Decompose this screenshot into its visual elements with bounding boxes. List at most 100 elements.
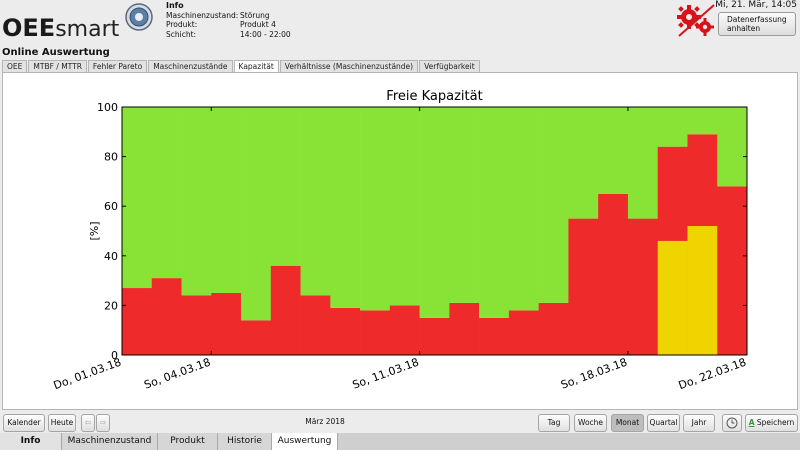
bar-green: [538, 107, 569, 303]
save-label: Speichern: [756, 418, 795, 427]
tab-produkt[interactable]: Produkt: [158, 433, 218, 450]
info-key: Schicht:: [166, 29, 197, 39]
bar-red: [449, 302, 480, 355]
subtab-oee[interactable]: OEE: [2, 60, 28, 72]
calendar-button[interactable]: Kalender: [3, 414, 45, 432]
info-title: Info: [166, 1, 184, 10]
bar-green: [508, 107, 539, 311]
capacity-chart: 0 20 40 60 80 100 Do, 01.03.18 So, 04.03.18 So, …: [52, 89, 748, 393]
bar-green: [598, 107, 629, 194]
save-button[interactable]: A Speichern: [745, 414, 798, 432]
bar-green: [122, 107, 153, 289]
today-button[interactable]: Heute: [48, 414, 76, 432]
oee-smart-logo: OEEsmart: [2, 14, 119, 42]
bar-red: [122, 288, 153, 355]
period-month-button[interactable]: Monat: [611, 414, 644, 432]
chart-title: Freie Kapazität: [386, 89, 482, 104]
y-tick-label: 20: [104, 299, 118, 312]
bar-red: [538, 302, 569, 355]
y-tick-label: 0: [111, 349, 118, 362]
bar-green: [151, 107, 182, 279]
info-row: Schicht: 14:00 - 22:00: [166, 30, 291, 40]
period-quarter-button[interactable]: Quartal: [647, 414, 680, 432]
info-value: 14:00 - 22:00: [240, 29, 291, 39]
bar-green: [241, 107, 272, 321]
analysis-subtabs: OEE MTBF / MTTR Fehler Pareto Maschinenz…: [2, 60, 481, 72]
bar-green: [657, 107, 688, 147]
y-tick-label: 60: [104, 200, 118, 213]
bar-red: [270, 265, 301, 355]
period-year-button[interactable]: Jahr: [683, 414, 715, 432]
subtab-kapazitaet[interactable]: Kapazität: [233, 60, 279, 72]
bar-green: [300, 107, 331, 296]
y-tick-label: 80: [104, 151, 118, 164]
x-tick-label: Do, 01.03.18: [52, 356, 123, 393]
bar-red: [211, 293, 242, 355]
bar-red: [330, 307, 361, 355]
bar-red: [389, 305, 420, 355]
bar-red: [598, 193, 629, 355]
bar-red: [627, 218, 659, 355]
bar-green: [211, 107, 242, 293]
bar-green: [360, 107, 391, 311]
info-row: Maschinenzustand: Störung: [166, 11, 291, 21]
previous-arrow-icon[interactable]: ⇦: [81, 414, 95, 432]
bar-green: [627, 107, 659, 219]
chart-panel: 0 20 40 60 80 100 Do, 01.03.18 So, 04.03.18 So, …: [2, 72, 798, 410]
x-tick-label: Do, 22.03.18: [677, 356, 748, 393]
stop-data-capture-button[interactable]: Datenerfassung anhalten: [718, 12, 796, 36]
bar-green: [330, 107, 361, 308]
logo-badge-icon: [125, 3, 153, 31]
info-key: Produkt:: [166, 20, 198, 29]
bar-red: [479, 317, 510, 355]
bottom-toolbar: Kalender Heute ⇦ ⇨ März 2018 Tag Woche M…: [0, 411, 800, 433]
subtab-fehler-pareto[interactable]: Fehler Pareto: [87, 60, 148, 72]
section-title: Online Auswertung: [2, 47, 110, 58]
y-axis-label: [%]: [88, 221, 101, 240]
period-label: März 2018: [305, 417, 345, 426]
bar-red: [568, 218, 599, 355]
bar-green: [449, 107, 480, 303]
info-panel: Info Maschinenzustand: Störung Produkt: …: [166, 1, 291, 39]
tab-auswertung[interactable]: Auswertung: [272, 433, 338, 450]
datetime-display: Mi, 21. Mär, 14:05: [715, 0, 797, 10]
bar-green: [389, 107, 420, 306]
bar-red: [360, 310, 391, 355]
x-tick-label: So, 18.03.18: [559, 356, 629, 392]
bar-yellow: [657, 240, 688, 355]
main-tabs: Info Maschinenzustand Produkt Historie A…: [0, 433, 800, 450]
subtab-verfuegbarkeit[interactable]: Verfügbarkeit: [419, 60, 480, 72]
tab-historie[interactable]: Historie: [218, 433, 272, 450]
bar-green: [419, 107, 450, 318]
bar-green: [270, 107, 301, 266]
logo-bold-text: OEE: [2, 14, 56, 42]
bar-red: [241, 320, 272, 355]
plot-frame: [121, 106, 748, 356]
period-day-button[interactable]: Tag: [538, 414, 570, 432]
bar-red: [508, 310, 539, 355]
period-week-button[interactable]: Woche: [574, 414, 607, 432]
subtab-verhaeltnisse[interactable]: Verhältnisse (Maschinenzustände): [279, 60, 419, 72]
bar-red: [300, 295, 331, 355]
bar-green: [181, 107, 212, 296]
bar-green: [479, 107, 510, 318]
subtab-maschinenzustaende[interactable]: Maschinenzustände: [148, 60, 233, 72]
bar-red: [181, 295, 212, 355]
y-tick-label: 100: [97, 101, 118, 114]
logo-light-text: smart: [55, 17, 120, 42]
clock-button[interactable]: [722, 414, 742, 432]
bar-green: [687, 107, 718, 135]
stop-button-label-line1: Datenerfassung: [727, 15, 787, 24]
info-key: Maschinenzustand:: [166, 10, 239, 20]
bar-green: [717, 107, 748, 187]
next-arrow-icon[interactable]: ⇨: [96, 414, 110, 432]
subtab-mtbf-mttr[interactable]: MTBF / MTTR: [28, 60, 87, 72]
tab-maschinenzustand[interactable]: Maschinenzustand: [62, 433, 158, 450]
x-tick-label: So, 04.03.18: [142, 356, 212, 392]
x-tick-label: So, 11.03.18: [351, 356, 421, 392]
tab-info[interactable]: Info: [0, 433, 62, 450]
info-value: Produkt 4: [240, 20, 276, 29]
bar-red: [151, 278, 182, 355]
save-icon: A: [748, 418, 755, 427]
